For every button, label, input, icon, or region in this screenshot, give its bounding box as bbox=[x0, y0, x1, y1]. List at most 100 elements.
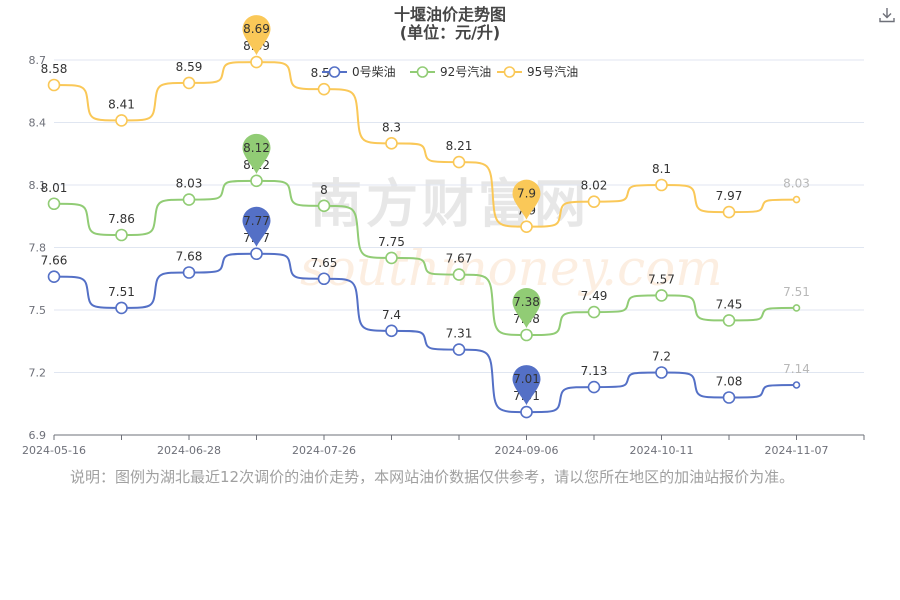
data-point[interactable] bbox=[182, 193, 196, 206]
data-label: 8.41 bbox=[108, 97, 135, 111]
series-line bbox=[53, 61, 797, 228]
x-tick-label: 2024-05-16 bbox=[22, 444, 86, 457]
series bbox=[47, 55, 801, 419]
extreme-pin bbox=[242, 133, 271, 174]
x-tick-label: 2024-09-06 bbox=[495, 444, 559, 457]
extreme-pin bbox=[512, 179, 541, 220]
data-label: 7.51 bbox=[108, 285, 135, 299]
chart-subtitle: (单位：元/升) bbox=[400, 23, 500, 42]
y-tick-label: 7.8 bbox=[29, 242, 47, 255]
data-label: 7.14 bbox=[783, 362, 810, 376]
data-point[interactable] bbox=[520, 405, 533, 419]
data-label: 7.45 bbox=[716, 297, 743, 311]
data-label: 7.97 bbox=[716, 189, 743, 203]
data-label: 7.49 bbox=[581, 289, 608, 303]
data-point[interactable] bbox=[452, 343, 466, 356]
data-point[interactable] bbox=[385, 251, 398, 265]
data-label: 7.75 bbox=[378, 235, 405, 249]
data-point[interactable] bbox=[792, 304, 801, 312]
data-label: 7.13 bbox=[581, 364, 608, 378]
data-point[interactable] bbox=[655, 366, 668, 379]
data-label: 8.01 bbox=[41, 181, 68, 195]
y-tick-label: 8.7 bbox=[29, 54, 47, 67]
x-tick-label: 2024-11-07 bbox=[765, 444, 829, 457]
legend-marker[interactable] bbox=[416, 66, 429, 78]
data-point[interactable] bbox=[250, 247, 263, 261]
data-point[interactable] bbox=[587, 305, 601, 319]
extreme-pin bbox=[512, 288, 541, 328]
series-line bbox=[53, 179, 797, 336]
data-point[interactable] bbox=[520, 220, 533, 233]
data-label: 8.58 bbox=[41, 62, 68, 76]
x-tick-label: 2024-10-11 bbox=[630, 444, 694, 457]
legend-label[interactable]: 0号柴油 bbox=[352, 65, 396, 79]
data-label: 8.03 bbox=[176, 177, 203, 191]
data-point[interactable] bbox=[587, 380, 601, 394]
data-label: 8.03 bbox=[783, 177, 810, 191]
grid bbox=[54, 59, 864, 436]
y-tick-label: 7.5 bbox=[29, 304, 47, 317]
data-point[interactable] bbox=[792, 195, 801, 204]
data-point[interactable] bbox=[115, 301, 128, 315]
axes: 6.9 7.2 7.5 7.8 8.1 8.4 8.7 2024-05-16 2024-06-2… bbox=[22, 54, 865, 457]
chart-title: 十堰油价走势图 bbox=[394, 5, 506, 24]
data-label: 7.66 bbox=[41, 254, 68, 268]
y-tick-label: 6.9 bbox=[29, 429, 47, 442]
data-label: 7.68 bbox=[176, 250, 203, 264]
data-point[interactable] bbox=[452, 268, 466, 281]
data-point[interactable] bbox=[115, 228, 128, 242]
extreme-markers: 7.77 7.01 8.12 7.38 8.69 7.9 bbox=[242, 15, 541, 406]
data-point[interactable] bbox=[655, 289, 668, 302]
data-point[interactable] bbox=[317, 199, 331, 213]
data-label: 8.21 bbox=[446, 139, 473, 153]
data-point[interactable] bbox=[385, 137, 398, 150]
data-point[interactable] bbox=[722, 205, 736, 219]
download-icon[interactable] bbox=[878, 6, 896, 24]
extreme-pin-label: 7.77 bbox=[243, 214, 270, 228]
data-point[interactable] bbox=[317, 272, 331, 286]
data-point[interactable] bbox=[182, 266, 196, 279]
x-tick-label: 2024-07-26 bbox=[292, 444, 356, 457]
data-point[interactable] bbox=[115, 114, 128, 127]
data-point[interactable] bbox=[47, 270, 61, 283]
extreme-pin bbox=[242, 15, 271, 56]
extreme-pin-label: 8.12 bbox=[243, 141, 270, 155]
data-label: 7.08 bbox=[716, 375, 743, 389]
x-tick-label: 2024-06-28 bbox=[157, 444, 221, 457]
data-label: 8.02 bbox=[581, 179, 608, 193]
data-point[interactable] bbox=[250, 174, 263, 188]
data-point[interactable] bbox=[250, 55, 263, 69]
data-label: 7.51 bbox=[783, 285, 810, 299]
data-label: 7.31 bbox=[446, 327, 473, 341]
legend-label[interactable]: 92号汽油 bbox=[440, 64, 491, 79]
data-point[interactable] bbox=[520, 328, 533, 342]
data-point[interactable] bbox=[452, 155, 466, 169]
data-point[interactable] bbox=[655, 178, 668, 192]
extreme-pin-label: 7.9 bbox=[517, 187, 536, 201]
legend-marker[interactable] bbox=[503, 66, 516, 78]
y-tick-label: 7.2 bbox=[29, 367, 47, 380]
legend[interactable]: 0号柴油 92号汽油 95号汽油 bbox=[322, 64, 578, 79]
data-point[interactable] bbox=[792, 381, 801, 389]
data-point[interactable] bbox=[47, 197, 61, 211]
data-point[interactable] bbox=[587, 195, 601, 208]
data-point[interactable] bbox=[47, 78, 61, 92]
data-label: 8.1 bbox=[652, 162, 671, 176]
legend-label[interactable]: 95号汽油 bbox=[527, 64, 578, 79]
data-point[interactable] bbox=[317, 82, 331, 96]
data-label: 7.65 bbox=[311, 256, 338, 270]
extreme-pin bbox=[242, 206, 271, 247]
chart-note: 说明：图例为湖北最近12次调价的油价走势，本网站油价数据仅供参考，请以您所在地区… bbox=[70, 468, 795, 486]
data-label: 7.57 bbox=[648, 272, 675, 286]
data-point[interactable] bbox=[182, 76, 196, 90]
data-label: 7.86 bbox=[108, 212, 135, 226]
data-point[interactable] bbox=[385, 324, 398, 338]
legend-marker[interactable] bbox=[328, 66, 341, 78]
series-line bbox=[53, 252, 797, 414]
data-point[interactable] bbox=[722, 391, 736, 404]
data-point[interactable] bbox=[722, 314, 736, 327]
extreme-pin-label: 8.69 bbox=[243, 22, 270, 36]
data-label: 8 bbox=[320, 183, 328, 197]
y-tick-label: 8.4 bbox=[29, 117, 47, 130]
